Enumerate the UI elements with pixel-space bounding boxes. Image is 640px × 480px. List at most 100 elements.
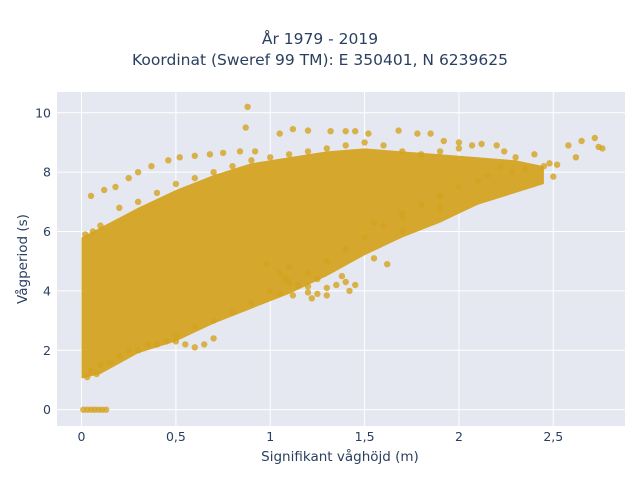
data-point xyxy=(342,142,349,149)
data-point xyxy=(380,222,387,229)
data-point xyxy=(440,137,447,145)
point-cloud xyxy=(81,148,544,379)
data-point xyxy=(399,148,406,155)
data-point xyxy=(134,347,142,354)
data-point xyxy=(395,127,402,134)
data-point xyxy=(338,272,346,280)
data-point xyxy=(323,292,330,299)
data-point xyxy=(323,258,330,265)
data-point xyxy=(493,142,500,149)
data-point xyxy=(497,163,504,170)
data-point xyxy=(106,359,114,366)
chart-subtitle: Koordinat (Sweref 99 TM): E 350401, N 62… xyxy=(132,51,508,69)
data-point xyxy=(191,152,198,159)
data-point xyxy=(191,323,198,330)
data-point xyxy=(236,148,244,155)
data-point xyxy=(134,198,142,205)
data-point xyxy=(153,189,161,197)
data-point xyxy=(267,287,274,295)
data-point xyxy=(553,161,561,168)
y-tick-label: 2 xyxy=(43,343,51,358)
x-axis-label: Signifikant våghöjd (m) xyxy=(261,448,419,465)
data-point xyxy=(210,317,217,324)
data-point xyxy=(116,353,123,360)
data-point xyxy=(87,367,95,375)
data-point xyxy=(304,269,312,277)
x-tick-label: 1,5 xyxy=(355,429,375,444)
data-point xyxy=(276,269,283,277)
data-point xyxy=(342,278,349,286)
data-point xyxy=(276,130,283,137)
data-point xyxy=(546,160,553,167)
data-point xyxy=(267,154,274,161)
data-point xyxy=(565,142,572,149)
data-point xyxy=(289,125,297,133)
y-tick-label: 4 xyxy=(43,283,51,298)
data-point xyxy=(93,370,100,378)
x-tick-label: 2 xyxy=(455,429,463,444)
data-point xyxy=(484,171,491,179)
data-point xyxy=(346,287,353,295)
data-point xyxy=(289,292,297,299)
data-point xyxy=(478,140,485,148)
data-point xyxy=(380,142,387,149)
data-point xyxy=(361,234,368,241)
data-point xyxy=(436,204,444,211)
data-point xyxy=(87,192,95,200)
data-point xyxy=(165,157,172,164)
data-point xyxy=(578,137,585,145)
data-point xyxy=(201,341,208,348)
data-point xyxy=(512,154,519,161)
data-point xyxy=(436,192,444,200)
data-point xyxy=(474,177,481,185)
data-point xyxy=(84,373,91,381)
data-point xyxy=(210,335,217,342)
data-point xyxy=(399,228,406,235)
data-point xyxy=(501,148,508,155)
data-point xyxy=(229,308,236,315)
data-point xyxy=(384,261,391,268)
x-tick-label: 1 xyxy=(266,429,274,444)
data-point xyxy=(251,148,259,155)
data-point xyxy=(285,264,293,271)
y-tick-label: 10 xyxy=(35,105,51,120)
data-point xyxy=(540,163,548,170)
data-point xyxy=(304,148,312,155)
data-point xyxy=(112,183,119,191)
data-point xyxy=(304,283,312,290)
data-point xyxy=(572,154,580,161)
data-point xyxy=(352,281,359,289)
data-point xyxy=(352,128,359,135)
y-tick-label: 8 xyxy=(43,165,51,180)
data-point xyxy=(304,289,312,296)
data-point xyxy=(468,142,476,149)
data-point xyxy=(455,139,463,146)
y-tick-label: 6 xyxy=(43,224,51,239)
data-point xyxy=(97,361,104,369)
data-point xyxy=(148,163,155,170)
data-point xyxy=(144,341,151,348)
data-point xyxy=(531,151,538,158)
data-point xyxy=(455,145,463,152)
data-point xyxy=(172,332,180,339)
data-point xyxy=(182,341,189,348)
data-point xyxy=(323,284,330,292)
data-point xyxy=(508,169,515,176)
data-point xyxy=(248,157,255,164)
data-point xyxy=(361,139,368,146)
data-point xyxy=(125,174,132,182)
data-point xyxy=(134,169,142,176)
y-tick-labels: 0 2 4 6 8 10 xyxy=(35,105,51,417)
data-point xyxy=(342,128,349,135)
data-point xyxy=(210,169,217,176)
data-point xyxy=(116,204,123,211)
data-point xyxy=(414,130,421,137)
data-point xyxy=(333,281,340,289)
data-point xyxy=(248,299,255,306)
data-point xyxy=(172,180,180,188)
data-point xyxy=(304,127,312,134)
data-point xyxy=(427,130,434,137)
data-point xyxy=(314,290,321,298)
data-point xyxy=(314,275,321,283)
